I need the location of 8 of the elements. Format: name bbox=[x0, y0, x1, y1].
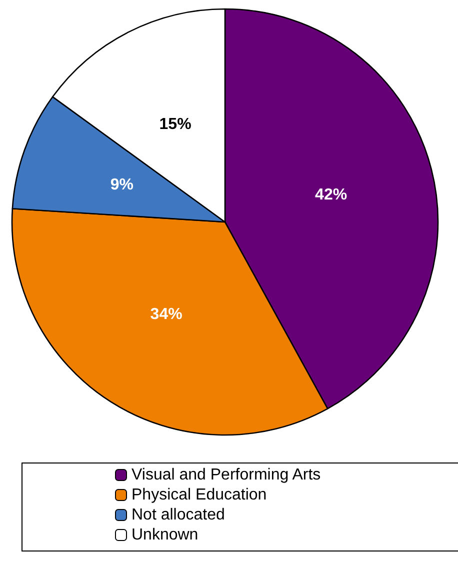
data-label: 42% bbox=[315, 186, 348, 204]
data-label: 9% bbox=[110, 176, 134, 194]
legend-label: Visual and Performing Arts bbox=[132, 466, 321, 484]
data-label: 15% bbox=[159, 116, 192, 133]
legend-label: Physical Education bbox=[132, 486, 267, 504]
legend-label: Unknown bbox=[132, 526, 198, 544]
data-label: 34% bbox=[150, 306, 182, 323]
legend-label: Not allocated bbox=[132, 506, 225, 524]
